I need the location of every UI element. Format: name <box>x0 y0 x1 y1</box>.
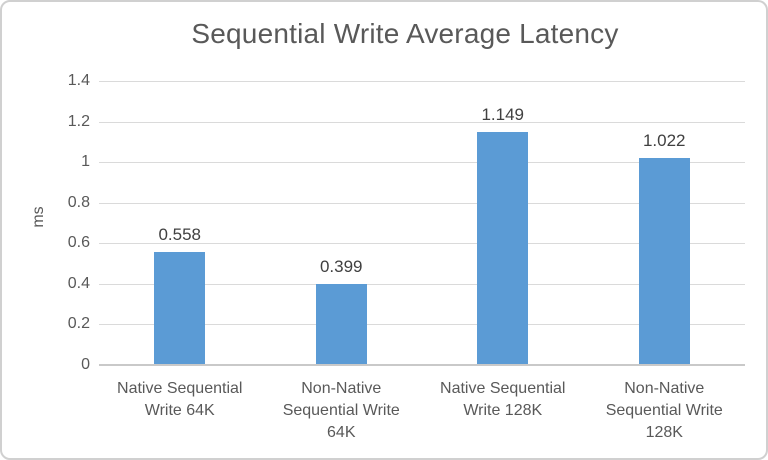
gridline <box>99 81 745 82</box>
bar-2 <box>315 284 367 364</box>
data-label-3: 1.149 <box>481 104 525 124</box>
bar-4 <box>638 157 690 364</box>
category-label-2: Non-Native Sequential Write 64K <box>282 380 400 441</box>
gridline <box>99 162 745 164</box>
y-tick-label: 0 <box>81 356 90 373</box>
y-tick-label: 0.4 <box>67 274 90 292</box>
bar-3 <box>477 131 529 364</box>
category-label-3: Native Sequential Write 128K <box>440 380 566 419</box>
gridline <box>99 243 745 245</box>
gridline <box>99 121 745 123</box>
x-axis-line <box>99 364 745 366</box>
y-tick-label: 1.2 <box>67 112 90 130</box>
y-tick-label: 1.4 <box>67 72 90 89</box>
data-label-4: 1.022 <box>642 130 686 150</box>
gridline <box>99 324 745 326</box>
data-label-2: 0.399 <box>319 257 363 277</box>
chart-title: Sequential Write Average Latency <box>191 18 619 49</box>
gridline <box>99 202 745 204</box>
bar-1 <box>154 251 206 364</box>
gridline <box>99 283 745 285</box>
category-label-4: Non-Native Sequential Write 128K <box>605 380 723 441</box>
y-tick-label: 0.6 <box>67 234 90 252</box>
data-label-1: 0.558 <box>158 224 202 244</box>
y-tick-label: 0.2 <box>67 315 90 333</box>
y-tick-label: 1 <box>81 153 90 171</box>
category-label-1: Native Sequential Write 64K <box>117 380 243 419</box>
y-tick-label: 0.8 <box>67 193 90 211</box>
